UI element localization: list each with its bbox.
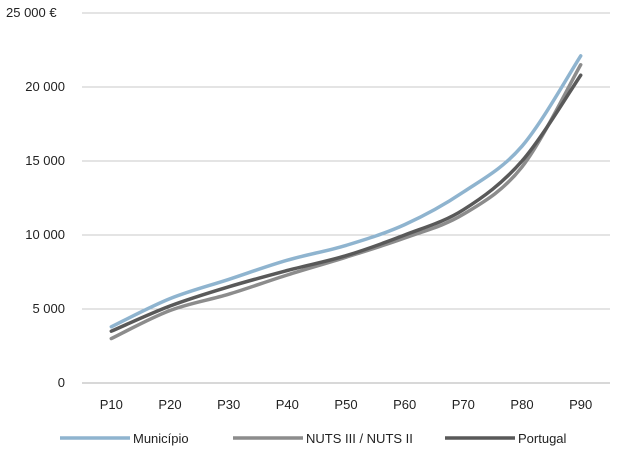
series-lines <box>109 54 583 341</box>
legend-label-nuts-iii-nuts-ii: NUTS III / NUTS II <box>306 431 413 446</box>
x-tick-label: P40 <box>276 397 299 412</box>
y-axis-tick-labels: 0 5 000 10 000 15 000 20 000 25 000 € <box>6 5 65 390</box>
y-tick-label: 0 <box>58 375 65 390</box>
x-tick-label: P70 <box>452 397 475 412</box>
legend-label-portugal: Portugal <box>518 431 567 446</box>
legend-label-municipio: Município <box>133 431 189 446</box>
y-tick-label: 20 000 <box>25 79 65 94</box>
series-line-portugal <box>109 73 583 333</box>
y-tick-label: 5 000 <box>32 301 65 316</box>
x-tick-label: P90 <box>569 397 592 412</box>
x-tick-label: P80 <box>510 397 533 412</box>
series-line-nuts-iii-nuts-ii <box>109 63 583 341</box>
x-axis-tick-labels: P10 P20 P30 P40 P50 P60 P70 P80 P90 <box>100 397 592 412</box>
y-tick-label: 10 000 <box>25 227 65 242</box>
x-tick-label: P20 <box>158 397 181 412</box>
y-tick-label: 15 000 <box>25 153 65 168</box>
series-line-municipio <box>109 54 583 329</box>
x-tick-label: P60 <box>393 397 416 412</box>
y-tick-label: 25 000 € <box>6 5 57 20</box>
x-tick-label: P50 <box>334 397 357 412</box>
x-tick-label: P30 <box>217 397 240 412</box>
legend: Município NUTS III / NUTS II Portugal <box>60 431 567 446</box>
x-tick-label: P10 <box>100 397 123 412</box>
gridlines <box>82 12 610 310</box>
